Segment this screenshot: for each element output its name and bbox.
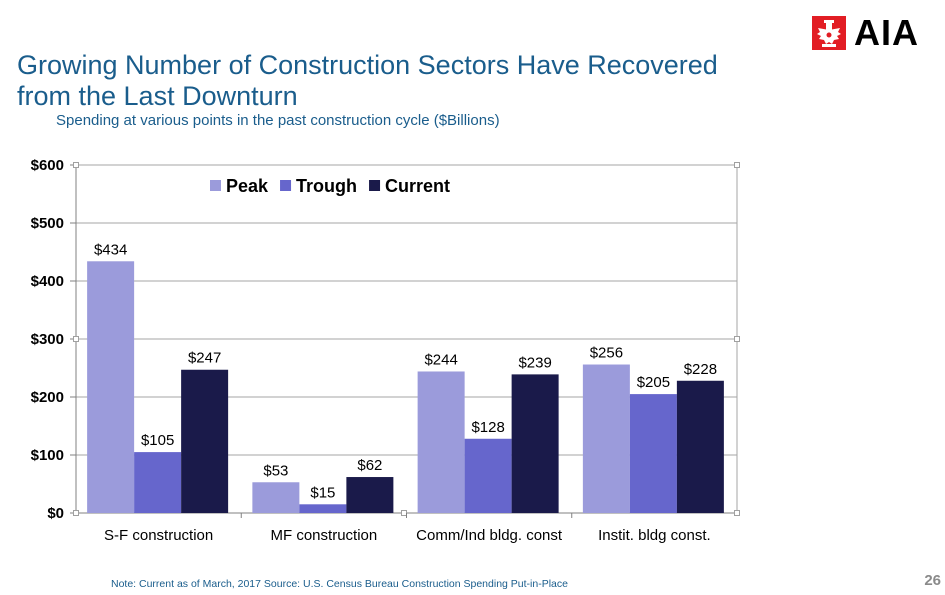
- selection-handle: [73, 336, 79, 342]
- aia-logo: AIA: [812, 12, 919, 53]
- bar-current: [346, 477, 394, 513]
- data-label: $247: [188, 350, 221, 367]
- data-label: $239: [518, 354, 551, 371]
- bar-trough: [464, 438, 512, 513]
- legend-swatch-peak: [210, 180, 221, 191]
- bar-trough: [629, 394, 677, 513]
- bar-trough: [134, 452, 182, 513]
- y-tick-label: $0: [47, 505, 64, 522]
- data-label: $62: [357, 457, 382, 474]
- page-number: 26: [924, 572, 941, 589]
- y-tick-label: $200: [31, 389, 64, 406]
- bar-peak: [87, 261, 135, 513]
- selection-handle: [734, 336, 740, 342]
- bars: [87, 261, 724, 513]
- selection-handle: [734, 510, 740, 516]
- x-tick-label: MF construction: [271, 527, 378, 544]
- selection-handle: [734, 162, 740, 168]
- x-tick-label: S-F construction: [104, 527, 213, 544]
- legend-label-peak: Peak: [226, 176, 269, 196]
- data-label: $244: [424, 351, 457, 368]
- bar-current: [676, 380, 724, 513]
- bar-peak: [417, 371, 465, 513]
- x-tick-label: Comm/Ind bldg. const: [416, 527, 563, 544]
- page-title-line-2: from the Last Downturn: [17, 81, 298, 111]
- data-label: $15: [310, 484, 335, 501]
- selection-handle: [401, 510, 407, 516]
- data-label: $105: [141, 432, 174, 449]
- page-title-line-1: Growing Number of Construction Sectors H…: [17, 50, 718, 80]
- data-label: $434: [94, 241, 127, 258]
- y-tick-label: $600: [31, 157, 64, 174]
- legend-swatch-current: [369, 180, 381, 191]
- legend: Peak Trough Current: [210, 176, 450, 196]
- data-label: $256: [590, 345, 623, 362]
- bar-peak: [252, 482, 300, 513]
- data-label: $228: [684, 361, 717, 378]
- bar-current: [511, 374, 559, 513]
- bar-trough: [299, 504, 347, 513]
- y-tick-label: $100: [31, 447, 64, 464]
- x-axis-ticks: S-F construction MF construction Comm/Ind …: [104, 527, 711, 544]
- y-tick-label: $400: [31, 273, 64, 290]
- y-axis-ticks: $0 $100 $200 $300 $400 $500 $600: [31, 157, 64, 522]
- data-label: $128: [471, 419, 504, 436]
- page-title: Growing Number of Construction Sectors H…: [17, 50, 777, 112]
- page-subtitle: Spending at various points in the past c…: [56, 112, 500, 129]
- footer-note: Note: Current as of March, 2017 Source: …: [111, 578, 568, 590]
- bar-peak: [582, 364, 630, 513]
- legend-label-current: Current: [385, 176, 450, 196]
- data-label: $53: [263, 462, 288, 479]
- selection-handle: [73, 162, 79, 168]
- legend-label-trough: Trough: [296, 176, 357, 196]
- y-tick-label: $500: [31, 215, 64, 232]
- aia-logo-text: AIA: [854, 12, 919, 53]
- data-labels: $434 $105 $247 $53 $15 $62 $244 $128 $239 $256 $20…: [94, 241, 717, 501]
- selection-handle: [73, 510, 79, 516]
- data-label: $205: [637, 374, 670, 391]
- legend-swatch-trough: [280, 180, 292, 191]
- aia-eagle-column-icon: [812, 16, 846, 50]
- bar-current: [181, 369, 229, 513]
- x-tick-label: Instit. bldg const.: [598, 527, 711, 544]
- y-tick-label: $300: [31, 331, 64, 348]
